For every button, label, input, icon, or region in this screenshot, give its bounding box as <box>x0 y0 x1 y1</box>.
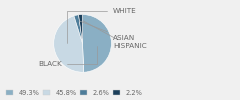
Text: HISPANIC: HISPANIC <box>83 21 147 49</box>
Wedge shape <box>54 16 84 72</box>
Wedge shape <box>74 15 83 43</box>
Wedge shape <box>78 14 83 43</box>
Text: ASIAN: ASIAN <box>80 21 135 41</box>
Text: WHITE: WHITE <box>67 8 137 43</box>
Text: BLACK: BLACK <box>38 46 97 67</box>
Wedge shape <box>83 14 111 72</box>
Legend: 49.3%, 45.8%, 2.6%, 2.2%: 49.3%, 45.8%, 2.6%, 2.2% <box>6 89 143 97</box>
